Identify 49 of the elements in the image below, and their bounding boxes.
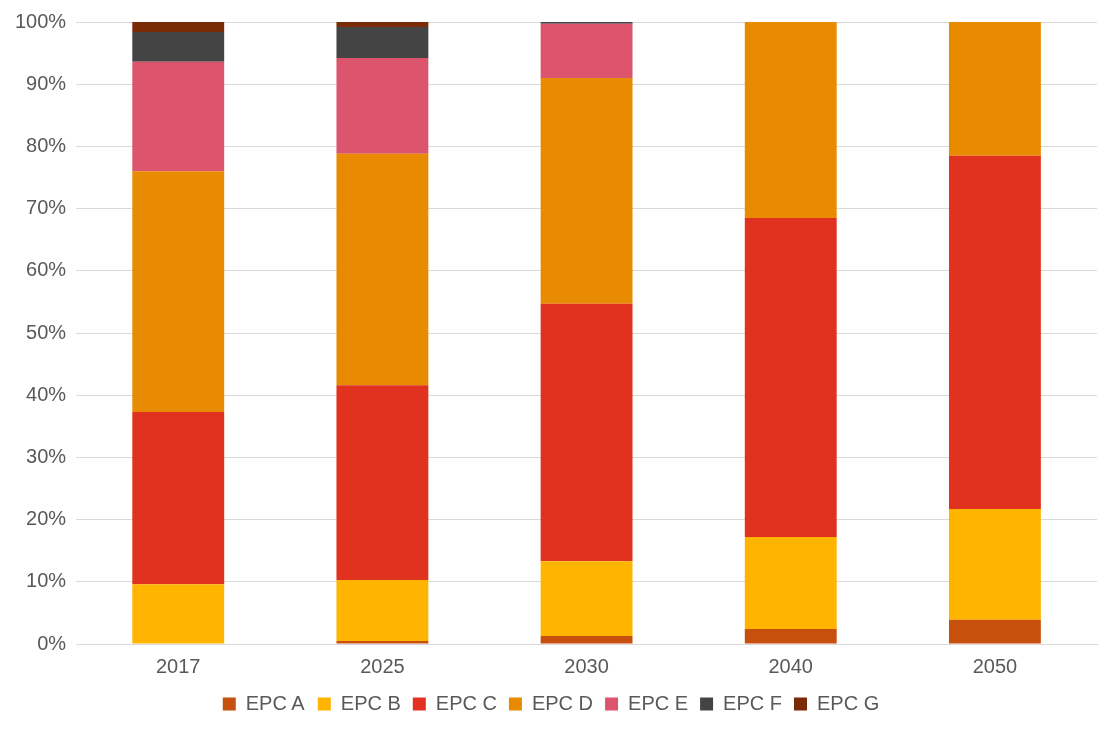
bar bbox=[336, 640, 429, 644]
bar bbox=[744, 217, 837, 538]
bar bbox=[948, 509, 1041, 620]
legend-label: EPC B bbox=[340, 691, 401, 714]
bar bbox=[132, 22, 225, 32]
bar bbox=[744, 22, 837, 218]
legend-label: EPC D bbox=[531, 691, 594, 714]
y-tick-label: 0% bbox=[37, 631, 67, 654]
x-tick-label: 2040 bbox=[768, 654, 813, 677]
x-tick-label: 2017 bbox=[155, 654, 201, 677]
bar bbox=[336, 58, 429, 154]
bar bbox=[132, 411, 225, 585]
legend-label: EPC E bbox=[628, 691, 689, 714]
bar bbox=[336, 579, 429, 641]
bar bbox=[744, 629, 837, 644]
y-tick-label: 30% bbox=[26, 444, 67, 467]
bar bbox=[948, 619, 1041, 644]
legend-label: EPC C bbox=[435, 691, 497, 714]
legend-label: EPC F bbox=[723, 691, 782, 714]
x-tick-label: 2050 bbox=[972, 654, 1018, 677]
y-tick-label: 20% bbox=[26, 507, 67, 530]
y-tick-label: 90% bbox=[26, 71, 67, 94]
bar bbox=[132, 584, 225, 644]
bar bbox=[540, 23, 633, 78]
y-tick-label: 10% bbox=[26, 569, 67, 592]
bar bbox=[540, 635, 633, 644]
legend-label: EPC G bbox=[816, 691, 880, 714]
bar bbox=[948, 155, 1041, 510]
y-tick-label: 70% bbox=[26, 196, 67, 219]
y-tick-label: 40% bbox=[26, 382, 67, 405]
x-tick-label: 2030 bbox=[564, 654, 609, 677]
bar bbox=[336, 153, 429, 386]
bar bbox=[948, 22, 1041, 156]
bar bbox=[540, 561, 633, 636]
legend-label: EPC A bbox=[245, 691, 306, 714]
bar bbox=[744, 537, 837, 630]
bar bbox=[132, 61, 225, 172]
bar bbox=[540, 77, 633, 304]
bar bbox=[336, 26, 429, 59]
bar bbox=[540, 303, 633, 562]
x-tick-label: 2025 bbox=[360, 654, 405, 677]
y-tick-label: 100% bbox=[15, 9, 67, 32]
bar bbox=[132, 171, 225, 412]
y-tick-label: 80% bbox=[26, 133, 67, 156]
y-tick-label: 60% bbox=[26, 258, 67, 281]
bar bbox=[336, 22, 429, 27]
bar bbox=[132, 31, 225, 62]
bar bbox=[336, 385, 429, 580]
y-tick-label: 50% bbox=[26, 320, 67, 343]
